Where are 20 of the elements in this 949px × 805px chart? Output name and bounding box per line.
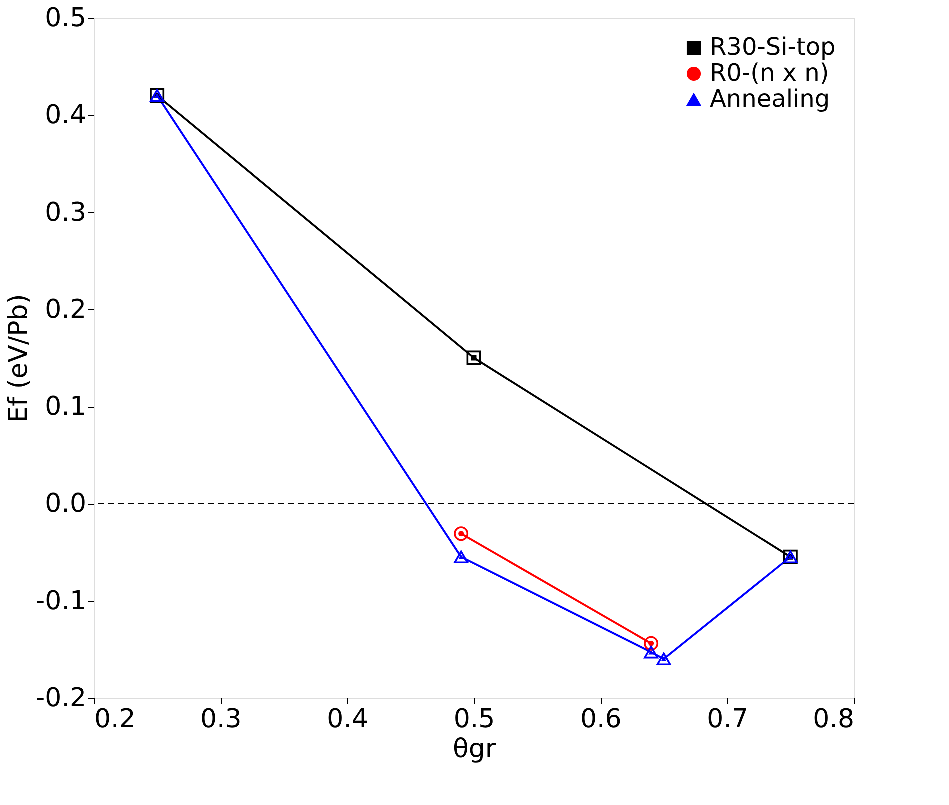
y-tick-label: 0.4 (45, 100, 86, 131)
y-tick-label: 0.3 (45, 198, 86, 228)
x-tick-label: 0.2 (94, 704, 136, 734)
x-axis-title: θgr (452, 734, 496, 764)
x-tick-label: 0.5 (454, 704, 496, 734)
x-tick-label: 0.6 (580, 704, 622, 734)
legend-label: R30-Si-top (710, 33, 836, 61)
y-tick-label: -0.2 (36, 684, 86, 714)
x-tick-label: 0.8 (813, 704, 854, 734)
x-tick-label: 0.4 (327, 704, 369, 734)
x-tick-label: 0.3 (200, 704, 242, 734)
y-tick-label: -0.1 (36, 586, 86, 616)
y-tick-label: 0.0 (45, 489, 86, 520)
y-axis-title: Ef (eV/Pb) (4, 294, 34, 423)
legend-label: Annealing (710, 85, 830, 113)
y-tick-label: 0.5 (45, 4, 86, 34)
x-tick-label: 0.7 (707, 704, 749, 734)
y-tick-label: 0.2 (45, 294, 86, 325)
legend-label: R0-(n x n) (710, 59, 830, 87)
y-tick-label: 0.1 (45, 392, 86, 422)
